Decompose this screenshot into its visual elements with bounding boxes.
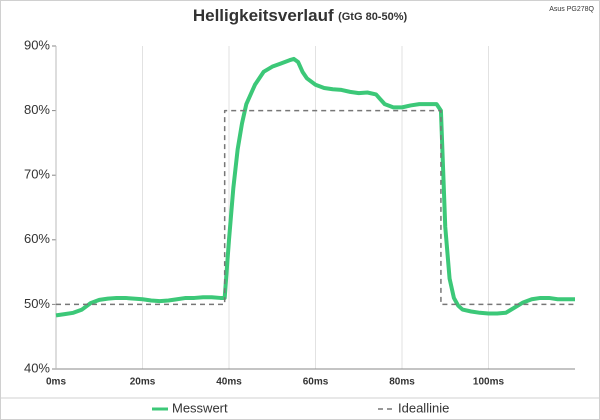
x-tick-label: 20ms — [130, 377, 156, 388]
x-tick-label: 80ms — [389, 377, 415, 388]
y-tick-label: 90% — [24, 37, 50, 52]
y-tick-label: 80% — [24, 102, 50, 117]
y-tick-label: 40% — [24, 360, 50, 375]
chart-subtitle: (GtG 80-50%) — [338, 11, 407, 23]
x-tick-label: 40ms — [216, 377, 242, 388]
series-line — [55, 56, 575, 318]
chart-title-group: Helligkeitsverlauf (GtG 80-50%) — [193, 6, 408, 25]
series-line — [56, 109, 575, 306]
x-tick-label: 0ms — [46, 377, 66, 388]
legend-label: Messwert — [172, 400, 228, 415]
annotation: Asus PG278Q — [549, 6, 594, 13]
y-tick-label: 70% — [24, 167, 50, 182]
x-tick-label: 60ms — [303, 377, 329, 388]
y-tick-label: 60% — [24, 231, 50, 246]
x-tick-label: 100ms — [473, 377, 505, 388]
chart-title: Helligkeitsverlauf — [193, 6, 334, 25]
y-tick-label: 50% — [24, 296, 50, 311]
legend-label: Ideallinie — [398, 400, 449, 415]
